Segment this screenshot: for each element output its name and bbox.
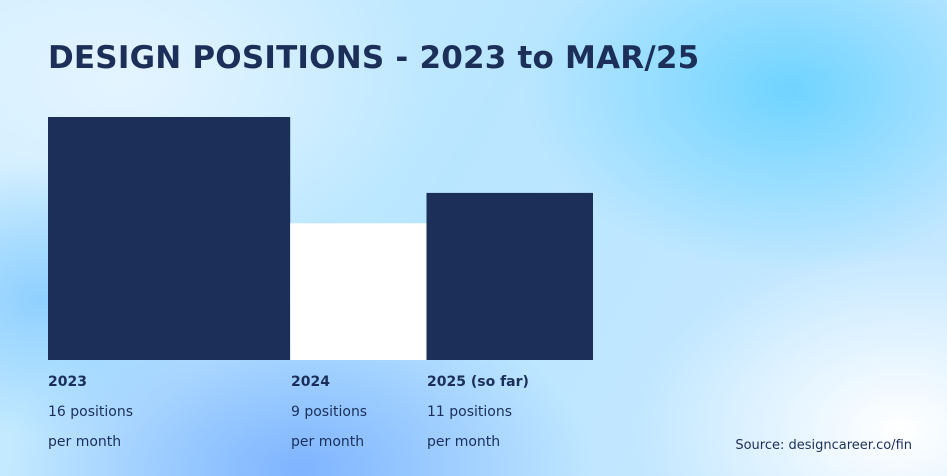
- unit-label-2025: per month: [427, 434, 501, 450]
- category-label-2024: 2024: [291, 374, 330, 390]
- category-label-2023: 2023: [48, 374, 87, 390]
- unit-label-2024: per month: [291, 434, 365, 450]
- unit-label-2023: per month: [48, 434, 122, 450]
- bar-2025: [426, 192, 593, 360]
- value-label-2025: 11 positions: [427, 404, 513, 420]
- source-note: Source: designcareer.co/fin: [735, 438, 912, 453]
- chart-title: DESIGN POSITIONS - 2023 to MAR/25: [48, 40, 700, 76]
- bar-2023: [48, 117, 291, 360]
- bar-2024: [290, 223, 427, 360]
- value-label-2024: 9 positions: [291, 404, 368, 420]
- category-label-2025: 2025 (so far): [427, 374, 529, 390]
- value-label-2023: 16 positions: [48, 404, 134, 420]
